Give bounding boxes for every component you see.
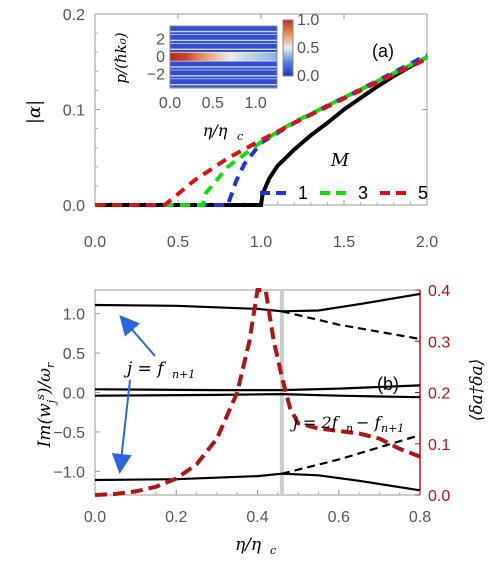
x-tick-label-a: 1.5 (333, 234, 355, 251)
x-tick-label-b: 0.6 (328, 509, 350, 526)
y-tick-label-b: −1.0 (53, 464, 85, 481)
y-tick-label-right-b: 0.0 (428, 488, 450, 505)
x-tick-label-a: 2.0 (416, 234, 438, 251)
y-tick-label-right-b: 0.1 (428, 437, 450, 454)
inset-row-highlight (170, 48, 277, 50)
series-line-b-upper-dashed (281, 310, 421, 340)
y-axis-label-b: Im(wjs)/ωr (34, 362, 58, 448)
inset-row (170, 79, 277, 88)
y-axis-label-a: |α| (24, 100, 45, 124)
x-axis-label-a: η/η (203, 121, 228, 140)
inset-x-tick-label: 0.0 (159, 95, 181, 112)
inset-y-label: p/(ℏk₀) (112, 32, 130, 83)
y-tick-label-a: 0.1 (63, 103, 85, 120)
x-axis-label-a-sub: c (237, 130, 243, 143)
y-tick-label-a: 0.2 (63, 7, 85, 24)
inset-row (170, 70, 277, 79)
inset-row-highlight (170, 84, 277, 86)
annotation-upper-sub: n+1 (172, 368, 195, 381)
legend-entry-5: 5 (418, 183, 428, 203)
colorbar-tick-label: 1.0 (297, 12, 319, 29)
inset-row (170, 43, 277, 52)
panel-a: 0.0 0.5 1.0 1.5 2.0 0.0 0.1 0.2 |α| η/η c (a) M 1 3 5 0.… (24, 7, 438, 251)
y-tick-label-right-b: 0.2 (428, 386, 450, 403)
x-tick-label-a: 0.0 (84, 234, 106, 251)
legend-entry-3: 3 (358, 183, 368, 203)
x-axis-label-b-sub: c (270, 544, 276, 557)
annotation-lower-mid: − f (356, 413, 383, 432)
panel-label-a: (a) (372, 41, 394, 61)
annotation-upper: j = f (123, 359, 166, 379)
x-tick-label-a: 1.0 (250, 234, 272, 251)
series-line-b-middle-1 (94, 384, 421, 392)
inset-row (170, 26, 277, 35)
colorbar (282, 19, 294, 77)
series-line-a-M=5 (95, 57, 428, 207)
colorbar-tick-label: 0.0 (297, 68, 319, 85)
y-axis-label-right-b: ⟨δa†δa⟩ (467, 359, 487, 422)
y-tick-label-right-b: 0.3 (428, 334, 450, 351)
y-tick-label-b: 0.0 (63, 386, 85, 403)
inset-x-tick-label: 1.0 (244, 95, 266, 112)
inset-y-tick-label: 0 (156, 49, 165, 66)
plot-frame-b (94, 289, 421, 496)
inset-x-tick-label: 0.5 (202, 95, 224, 112)
inset-row-highlight (170, 75, 277, 77)
arrow-down (111, 379, 132, 474)
panel-label-b: (b) (377, 374, 399, 394)
inset-row-highlight (170, 30, 277, 33)
legend-title: M (330, 150, 350, 171)
y-tick-label-right-b: 0.4 (428, 283, 450, 300)
inset-frame (169, 25, 278, 89)
colorbar-tick-label: 0.5 (297, 40, 319, 57)
x-tick-label-b: 0.0 (84, 509, 106, 526)
y-tick-label-b: 0.5 (63, 346, 85, 363)
annotation-lower-sub1: n (346, 422, 353, 435)
inset-row (170, 61, 277, 70)
annotation-lower: j = 2f (290, 413, 341, 432)
inset-row (170, 34, 277, 44)
y-tick-label-b: −0.5 (53, 425, 85, 442)
inset-row-highlight (170, 66, 277, 68)
arrow-up (119, 314, 156, 357)
series-line-a-M=3 (95, 55, 428, 207)
x-axis-label-b: η/η (235, 535, 262, 555)
y-tick-label-a: 0.0 (63, 198, 85, 215)
x-tick-label-a: 0.5 (167, 234, 189, 251)
legend-entry-1: 1 (298, 183, 308, 203)
series-line-b-lower (94, 472, 421, 492)
annotation-lower-sub2: n+1 (381, 422, 404, 435)
series-line-b-lower-dashed (281, 434, 421, 475)
series-line-b-fluctuations (94, 288, 421, 497)
inset-row-highlight (170, 39, 277, 42)
series-line-b-middle-2 (94, 392, 421, 399)
y-tick-label-b: 1.0 (63, 307, 85, 324)
x-tick-label-b: 0.4 (246, 509, 268, 526)
inset-y-tick-label: 2 (156, 31, 165, 48)
inset-row (170, 52, 277, 61)
panel-b: 0.0 0.2 0.4 0.6 0.8 1.0 0.5 0.0 −0.5 −1.0 0.4 0.3 0.… (34, 283, 487, 557)
series-line-a-exact (95, 55, 428, 207)
inset-y-tick-label: −2 (147, 67, 165, 84)
x-tick-label-b: 0.2 (165, 509, 187, 526)
x-tick-label-b: 0.8 (409, 509, 431, 526)
